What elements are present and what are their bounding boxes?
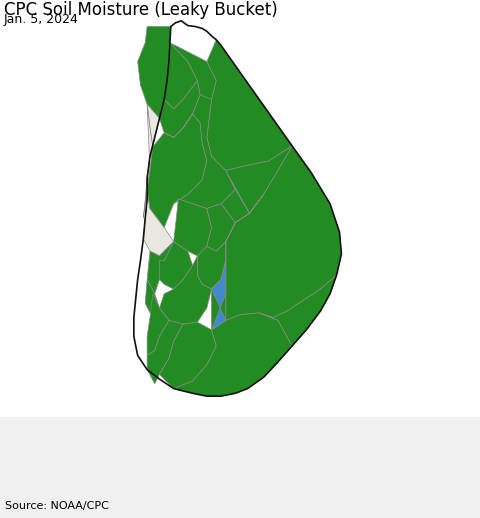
Polygon shape xyxy=(159,256,212,324)
Text: 500: 500 xyxy=(343,472,362,482)
Polygon shape xyxy=(144,104,174,256)
Polygon shape xyxy=(174,199,212,256)
Text: 200: 200 xyxy=(208,472,227,482)
Polygon shape xyxy=(147,320,183,384)
Polygon shape xyxy=(147,242,174,294)
Polygon shape xyxy=(207,204,235,251)
Text: CPC Soil Moisture (Leaky Bucket): CPC Soil Moisture (Leaky Bucket) xyxy=(4,1,277,19)
Text: Adequate: Adequate xyxy=(213,437,267,448)
Text: 150: 150 xyxy=(162,472,182,482)
Polygon shape xyxy=(259,275,336,346)
Polygon shape xyxy=(164,42,197,109)
Text: Source: NOAA/CPC: Source: NOAA/CPC xyxy=(5,501,108,511)
Bar xyxy=(14,449,60,470)
Bar xyxy=(105,449,150,470)
Text: Excessive: Excessive xyxy=(393,437,448,448)
Bar xyxy=(375,449,420,470)
Text: 50: 50 xyxy=(75,472,89,482)
Polygon shape xyxy=(207,40,292,170)
Bar xyxy=(150,449,195,470)
Polygon shape xyxy=(212,170,264,330)
Polygon shape xyxy=(212,261,226,330)
Text: 600: 600 xyxy=(388,472,408,482)
Polygon shape xyxy=(144,104,159,218)
Polygon shape xyxy=(174,313,292,396)
Text: Limited: Limited xyxy=(129,437,170,448)
Polygon shape xyxy=(159,81,200,137)
Text: Abundant: Abundant xyxy=(303,437,358,448)
Bar xyxy=(285,449,330,470)
Bar xyxy=(330,449,375,470)
Polygon shape xyxy=(221,146,292,223)
Bar xyxy=(240,449,285,470)
Polygon shape xyxy=(170,42,216,104)
Text: 100: 100 xyxy=(118,472,137,482)
Polygon shape xyxy=(147,294,169,355)
Polygon shape xyxy=(138,26,171,119)
Polygon shape xyxy=(159,242,192,289)
Polygon shape xyxy=(145,280,159,313)
Text: 300: 300 xyxy=(253,472,272,482)
Polygon shape xyxy=(147,114,207,227)
Polygon shape xyxy=(159,322,216,388)
Polygon shape xyxy=(226,146,341,320)
Bar xyxy=(420,449,466,470)
Text: 400: 400 xyxy=(298,472,317,482)
Text: Insufficient: Insufficient xyxy=(28,437,91,448)
Text: Jan. 5, 2024: Jan. 5, 2024 xyxy=(4,13,79,26)
Bar xyxy=(195,449,240,470)
Text: 700 mm: 700 mm xyxy=(421,472,465,482)
Polygon shape xyxy=(197,242,226,289)
Polygon shape xyxy=(164,95,245,208)
Bar xyxy=(60,449,105,470)
